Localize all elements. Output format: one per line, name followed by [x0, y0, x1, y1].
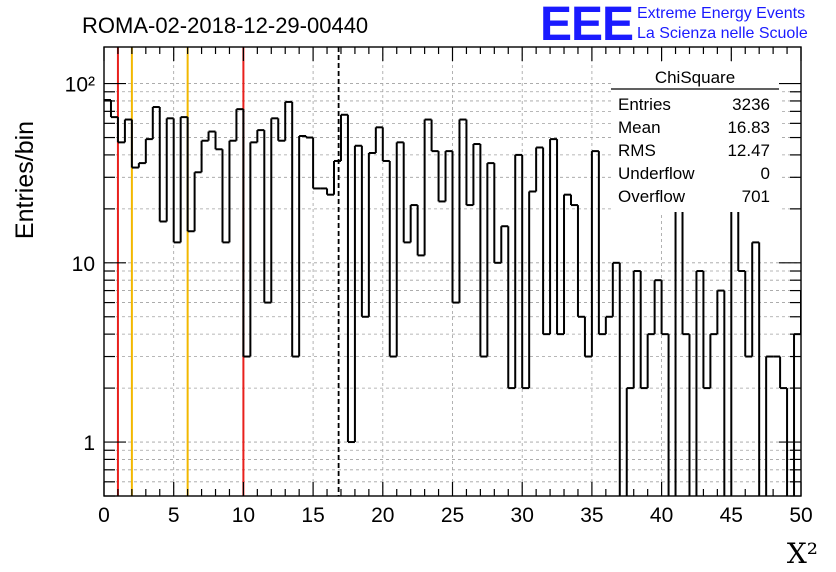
histogram-bins	[104, 98, 801, 496]
x-tick-label: 10	[232, 504, 255, 527]
stats-title: ChiSquare	[655, 68, 735, 87]
stats-label: Overflow	[618, 187, 686, 206]
stats-label: RMS	[618, 141, 656, 160]
stats-label: Mean	[618, 118, 661, 137]
stats-value: 701	[742, 187, 770, 206]
histogram-outline	[104, 98, 801, 496]
stats-value: 3236	[732, 95, 770, 114]
y-tick-label: 1	[83, 432, 95, 455]
stats-value: 0	[761, 164, 770, 183]
x-tick-label: 5	[168, 504, 180, 527]
x-tick-label: 0	[98, 504, 110, 527]
x-tick-label: 25	[441, 504, 464, 527]
x-tick-label: 45	[720, 504, 743, 527]
x-axis-ticks: 0 5 10 15 20 25 30 35 40 45 50	[98, 47, 813, 527]
stats-value: 16.83	[727, 118, 770, 137]
stats-box: ChiSquare Entries 3236 Mean 16.83 RMS 12.47 Un…	[611, 64, 779, 212]
x-tick-label: 50	[789, 504, 812, 527]
x-tick-label: 20	[371, 504, 394, 527]
y-tick-label: 10	[72, 253, 95, 276]
y-axis-label: Entries/bin	[11, 121, 39, 239]
eee-logo-text: EEE	[540, 0, 633, 51]
stats-label: Underflow	[618, 164, 695, 183]
x-axis-label: X²	[787, 537, 818, 570]
x-tick-label: 40	[650, 504, 673, 527]
x-tick-label: 30	[511, 504, 534, 527]
org-name-line1: Extreme Energy Events	[637, 5, 805, 22]
y-axis-ticks: 1 10 10²	[65, 74, 801, 497]
stats-value: 12.47	[727, 141, 770, 160]
run-title: ROMA-02-2018-12-29-00440	[82, 13, 368, 38]
stats-rows: Entries 3236 Mean 16.83 RMS 12.47 Underflow 0 Ov…	[618, 95, 770, 206]
x-tick-label: 35	[580, 504, 603, 527]
x-tick-label: 15	[301, 504, 324, 527]
org-name-line2: La Scienza nelle Scuole	[637, 25, 808, 42]
eee-logo: EEE Extreme Energy Events La Scienza nel…	[540, 0, 808, 51]
stats-label: Entries	[618, 95, 671, 114]
y-tick-label: 10²	[65, 74, 95, 97]
